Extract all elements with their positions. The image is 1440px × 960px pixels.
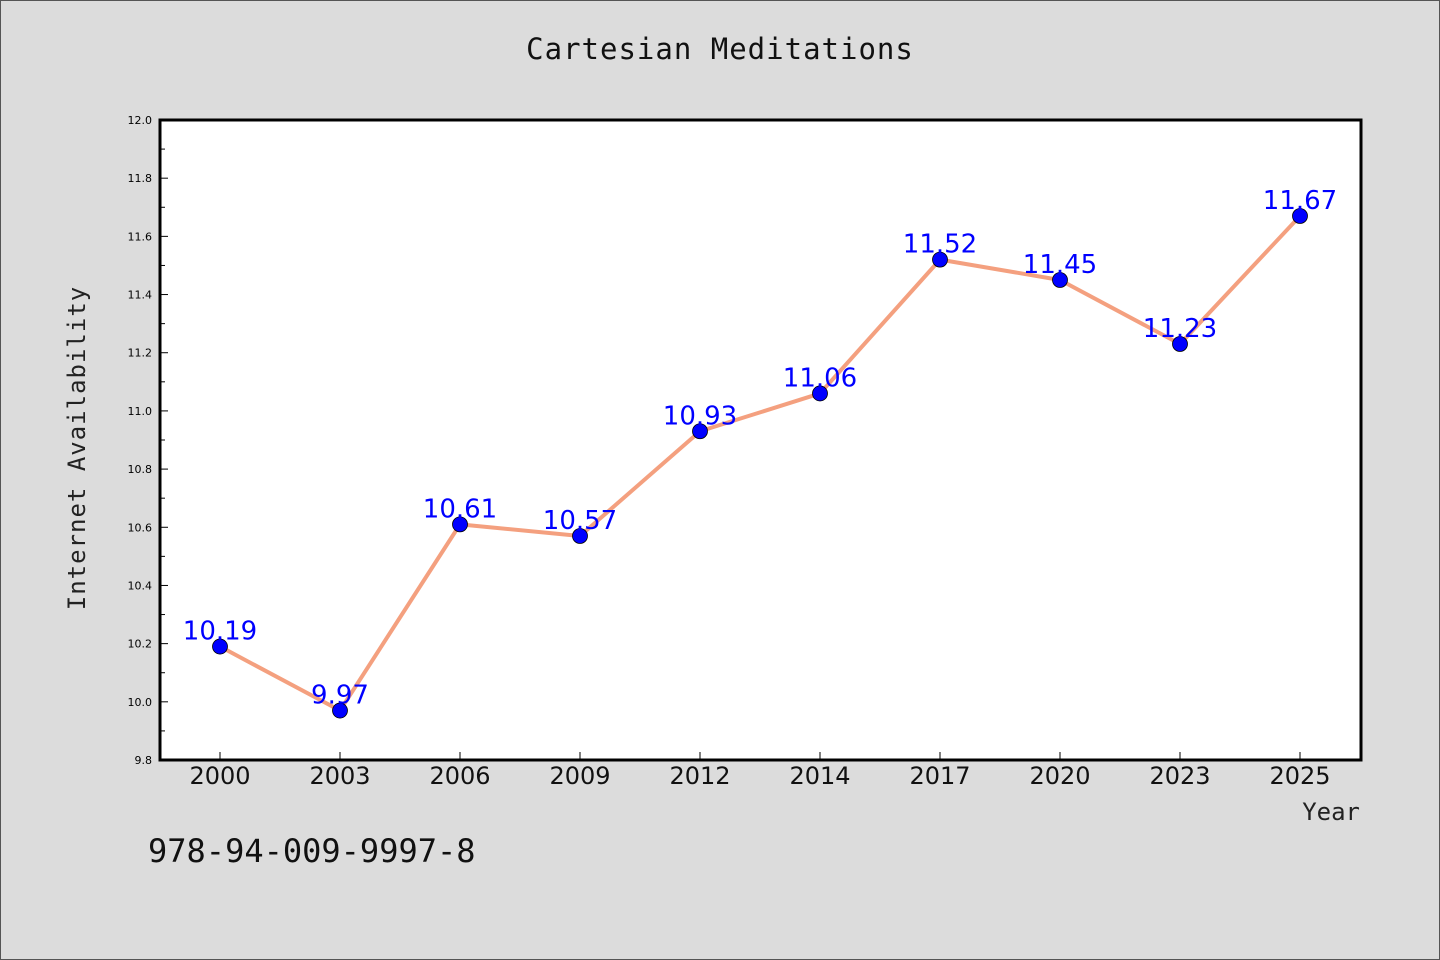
x-tick-label: 2017	[909, 762, 970, 790]
y-tick-label: 11.8	[128, 172, 153, 185]
chart-title: Cartesian Meditations	[526, 32, 914, 66]
plot-area	[160, 120, 1361, 760]
data-point	[452, 516, 468, 533]
plot-frame	[158, 118, 1363, 762]
data-label: 11.67	[1263, 186, 1337, 216]
x-tick-label: 2009	[549, 762, 610, 790]
x-tick-label: 2000	[189, 762, 250, 790]
data-label: 11.23	[1143, 314, 1217, 344]
y-axis-title: Internet Availability	[63, 286, 91, 610]
x-axis-ticks: 2000 2003 2006 2009 2012 2014 2017 2020 2023 2025	[189, 752, 1331, 790]
y-tick-label: 12.0	[128, 114, 153, 127]
series-layer	[212, 208, 1308, 719]
y-tick-label: 11.4	[128, 289, 153, 302]
y-tick-label: 9.8	[135, 754, 153, 767]
data-point	[932, 251, 948, 268]
data-point	[1292, 208, 1308, 224]
y-tick-label: 11.6	[128, 230, 153, 243]
x-tick-label: 2014	[789, 762, 850, 790]
data-label: 11.06	[783, 363, 857, 393]
data-label: 11.52	[903, 230, 977, 260]
y-tick-label: 10.4	[128, 579, 153, 592]
x-tick-label: 2012	[669, 762, 730, 790]
y-tick-label: 10.2	[128, 638, 153, 651]
data-label: 10.19	[183, 617, 257, 647]
series-line	[219, 214, 1302, 713]
data-label: 10.61	[423, 494, 497, 524]
x-tick-label: 2003	[309, 762, 370, 790]
x-axis-title: Year	[1302, 798, 1360, 826]
y-tick-label: 10.6	[128, 521, 153, 534]
x-tick-label: 2006	[429, 762, 490, 790]
data-label: 10.93	[663, 401, 737, 431]
data-labels: 10.19 9.97 10.61 10.57 10.93 11.06 11.52 11.45 1…	[183, 186, 1337, 711]
data-label: 11.45	[1023, 250, 1097, 280]
y-tick-label: 10.8	[128, 463, 153, 476]
data-point	[212, 638, 228, 655]
footer-isbn: 978-94-009-9997-8	[148, 832, 476, 870]
data-label: 10.57	[543, 506, 617, 536]
data-point	[692, 423, 708, 440]
y-tick-label: 11.0	[128, 405, 153, 418]
data-point	[1052, 272, 1068, 288]
y-tick-label: 11.2	[128, 347, 153, 360]
x-tick-label: 2023	[1149, 762, 1210, 790]
data-point	[1172, 336, 1188, 352]
data-point	[332, 702, 348, 719]
data-point	[812, 385, 828, 402]
data-label: 9.97	[311, 681, 369, 711]
x-tick-label: 2020	[1029, 762, 1090, 790]
y-axis-ticks: 9.8 10.0 10.2 10.4 10.6 10.8 11.0 11.2 11.4 11.6 1…	[128, 114, 168, 767]
data-point	[572, 528, 588, 544]
y-tick-label: 10.0	[128, 696, 153, 709]
x-tick-label: 2025	[1269, 762, 1330, 790]
